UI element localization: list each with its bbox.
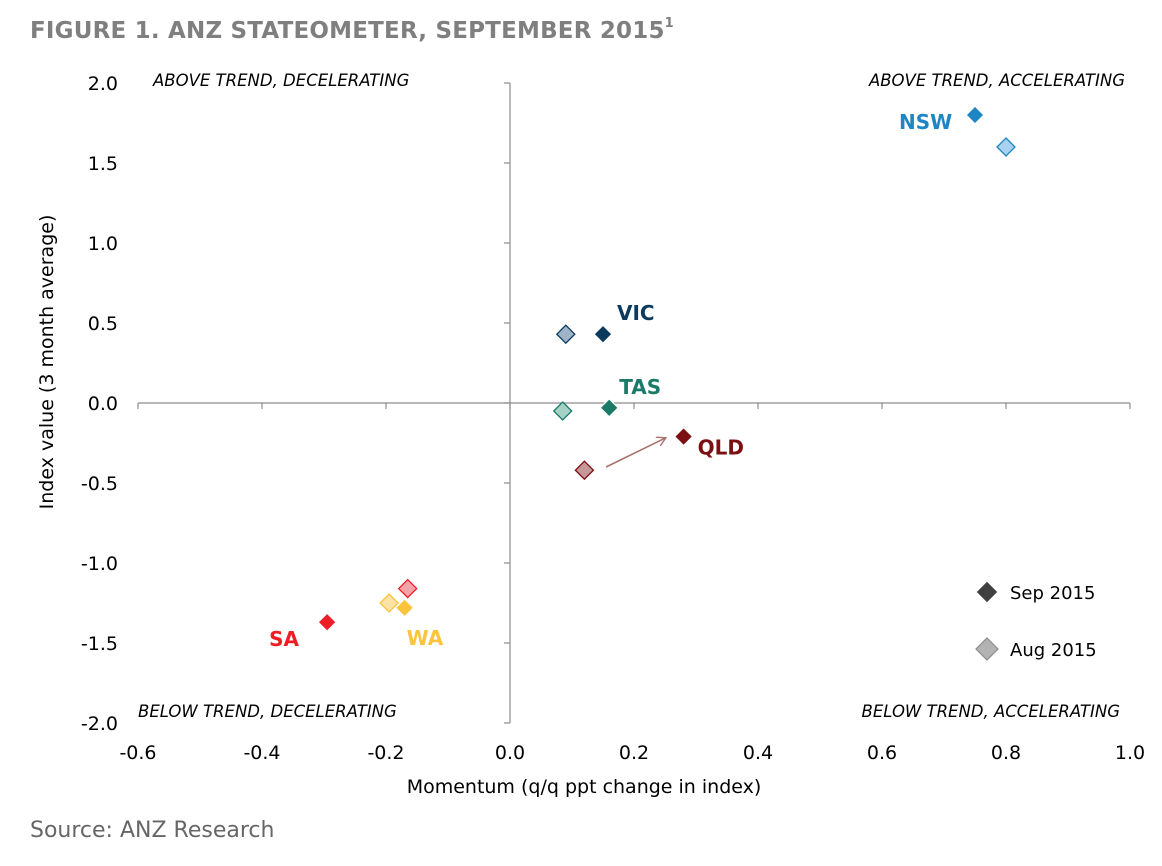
x-tick-label: 0.6 [867,742,897,764]
x-tick-label: 0.4 [743,742,773,764]
wa-label: WA [407,626,444,650]
y-axis-title: Index value (3 month average) [36,215,58,510]
tas-label: TAS [619,375,661,399]
title-footnote: 1 [664,16,674,32]
x-tick-label: 0.2 [619,742,649,764]
qld-aug-2015-point [574,460,595,481]
x-tick-label: 0.0 [495,742,525,764]
y-tick-label: 1.5 [88,153,118,175]
nsw-label: NSW [899,110,952,134]
y-tick-label: 1.0 [88,233,118,255]
x-tick-label: 0.8 [991,742,1021,764]
legend-label-sep-2015: Sep 2015 [1010,583,1095,604]
legend-swatch-sep-2015 [975,580,999,604]
y-tick-label: -1.5 [81,633,118,655]
quadrant-labels: ABOVE TREND, DECELERATING ABOVE TREND, A… [138,71,1125,721]
qld-sep-2015-point [673,426,694,447]
nsw-aug-2015-point [996,137,1016,157]
quadrant-label-top-left: ABOVE TREND, DECELERATING [152,71,409,90]
y-tick-label: 0.0 [88,393,118,415]
y-tick-label: -0.5 [81,473,118,495]
x-tick-label: -0.6 [119,742,156,764]
axes: -0.6 -0.4 -0.2 0.0 0.2 0.4 0.6 0.8 1.0 2.0 1.5 1.0 0… [81,73,1145,764]
chart-title-text: FIGURE 1. ANZ STATEOMETER, SEPTEMBER 201… [30,18,665,44]
vic-label: VIC [617,301,655,325]
x-tick-label: -0.4 [243,742,280,764]
vic-sep-2015-point [593,324,613,345]
x-axis-title: Momentum (q/q ppt change in index) [407,776,762,798]
tas-aug-2015-point [552,401,573,421]
x-tick-label: -0.2 [367,742,404,764]
y-tick-label: 2.0 [88,73,118,95]
legend-swatch-aug-2015 [975,637,999,661]
source-note: Source: ANZ Research [30,818,275,843]
data-points: NSW VIC TAS QLD SA WA [269,105,1016,651]
sa-aug-2015-point [397,578,418,599]
tas-sep-2015-point [599,397,620,418]
chart-title: FIGURE 1. ANZ STATEOMETER, SEPTEMBER 201… [30,16,674,44]
sa-sep-2015-point [317,612,338,633]
quadrant-label-bottom-left: BELOW TREND, DECELERATING [138,702,397,721]
y-tick-label: -1.0 [81,553,118,575]
legend-label-aug-2015: Aug 2015 [1010,640,1097,661]
sa-label: SA [269,627,299,651]
y-tick-label: -2.0 [81,713,118,735]
qld-label: QLD [698,436,744,460]
quadrant-label-bottom-right: BELOW TREND, ACCELERATING [862,702,1120,721]
qld-movement-arrow [605,438,665,468]
quadrant-label-top-right: ABOVE TREND, ACCELERATING [868,71,1125,90]
x-tick-label: 1.0 [1115,742,1145,764]
vic-aug-2015-point [555,324,576,345]
nsw-sep-2015-point [965,105,985,125]
wa-sep-2015-point [394,597,415,618]
y-tick-label: 0.5 [88,313,118,335]
legend: Sep 2015 Aug 2015 [975,580,1097,661]
wa-aug-2015-point [379,593,400,613]
